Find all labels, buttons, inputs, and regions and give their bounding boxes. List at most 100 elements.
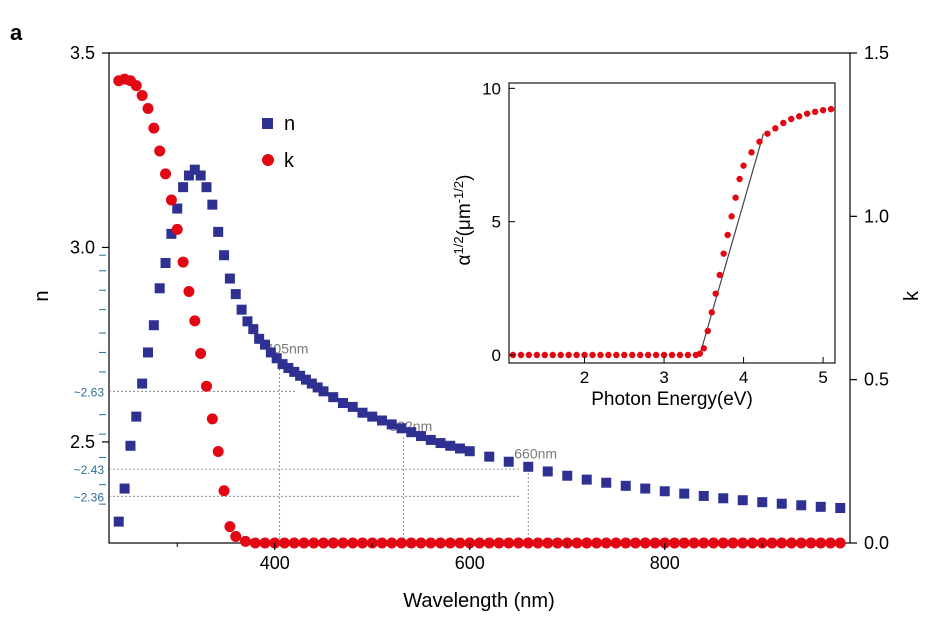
n-point-46: [425, 434, 436, 445]
inset-point-5: [549, 351, 556, 359]
k-point-21: [240, 535, 251, 547]
n-point-58: [620, 480, 631, 491]
k-point-73: [747, 537, 758, 549]
inset-point-39: [772, 125, 779, 132]
inset-point-30: [720, 250, 727, 257]
inset-point-6: [557, 351, 564, 359]
inset-linear-fit: [699, 133, 765, 356]
k-point-59: [610, 537, 622, 549]
inset-point-45: [819, 107, 827, 114]
y2-tick-label-3: 1.5: [864, 43, 889, 63]
k-point-13: [189, 315, 201, 327]
y2-tick-label-2: 1.0: [864, 206, 889, 226]
n-point-1: [119, 483, 130, 494]
inset-point-9: [581, 351, 588, 359]
k-point-69: [708, 537, 719, 549]
inset-x-tick-label-0: 2: [580, 368, 589, 387]
k-point-41: [435, 537, 446, 549]
inset-point-29: [716, 271, 723, 279]
n-point-5: [143, 347, 153, 358]
n-point-54: [542, 466, 553, 477]
y2-tick-label-1: 0.5: [864, 370, 889, 390]
inset-point-11: [597, 351, 604, 359]
inset-point-41: [788, 115, 795, 123]
k-point-61: [630, 537, 641, 549]
inset-point-1: [517, 351, 525, 359]
series-n: [113, 164, 846, 527]
inset-point-12: [605, 351, 612, 359]
x-tick-label-2: 800: [650, 553, 680, 573]
inset-plot-area: [508, 82, 836, 364]
k-point-12: [183, 285, 195, 297]
y-tick-label-0: 2.5: [70, 432, 95, 452]
inset-point-42: [796, 113, 803, 120]
k-point-14: [195, 348, 207, 360]
n-point-64: [737, 495, 748, 506]
k-point-70: [717, 537, 729, 549]
n-point-11: [178, 182, 189, 193]
k-point-58: [600, 537, 612, 549]
k-point-57: [591, 537, 602, 549]
inset-point-43: [803, 110, 811, 117]
k-point-42: [444, 537, 456, 549]
k-point-15: [201, 380, 212, 392]
k-point-62: [639, 537, 651, 549]
k-point-71: [727, 537, 739, 549]
n-point-14: [195, 170, 206, 181]
n-point-27: [271, 353, 282, 364]
inset-point-26: [704, 327, 711, 335]
inset-background: [509, 83, 835, 363]
k-point-40: [425, 537, 437, 549]
legend-k-label: k: [284, 150, 295, 172]
inset-point-24: [696, 350, 704, 357]
k-point-63: [649, 537, 661, 549]
k-point-45: [474, 537, 485, 549]
k-point-32: [347, 537, 359, 549]
n-point-43: [396, 423, 407, 434]
k-point-50: [522, 537, 534, 549]
inset-plot: 2 3 4 5 0 5 10 Photon Energy(eV) α1/2(μm-1/2): [451, 79, 836, 410]
inset-point-19: [660, 351, 668, 359]
y-axis-label-n: n: [31, 290, 53, 301]
n-point-47: [435, 438, 446, 449]
inset-y-axis-label: α1/2(μm-1/2): [451, 175, 476, 266]
inset-x-tick-label-2: 4: [739, 368, 748, 387]
inset-point-27: [708, 309, 715, 316]
k-point-39: [415, 537, 427, 549]
k-point-81: [825, 537, 836, 549]
legend-k-marker: [262, 154, 274, 166]
n-point-21: [236, 304, 247, 315]
k-point-47: [493, 537, 505, 549]
k-point-76: [776, 537, 788, 549]
k-point-27: [298, 537, 310, 549]
x-tick-label-1: 600: [455, 553, 485, 573]
n-point-34: [312, 382, 323, 393]
inset-x-tick-label-1: 3: [659, 368, 668, 387]
n-point-41: [377, 415, 387, 426]
panel-label: a: [10, 20, 23, 45]
inset-y-tick-label-1: 5: [492, 213, 501, 232]
n-point-23: [248, 324, 259, 335]
n-point-13: [189, 164, 200, 175]
k-point-10: [171, 223, 183, 235]
inset-point-37: [756, 138, 763, 145]
k-point-8: [160, 168, 172, 180]
n-point-36: [328, 392, 339, 403]
k-point-20: [230, 530, 242, 542]
n-point-10: [172, 203, 183, 214]
inset-point-20: [668, 351, 676, 359]
n-point-18: [219, 250, 230, 261]
n-point-2: [125, 440, 136, 451]
inset-point-4: [541, 351, 548, 359]
k-point-66: [678, 537, 690, 549]
k-point-43: [454, 537, 466, 549]
k-point-19: [224, 521, 236, 533]
inset-point-38: [764, 130, 771, 137]
n-point-61: [679, 488, 690, 499]
k-point-29: [318, 537, 329, 549]
k-point-55: [571, 537, 583, 549]
n-point-38: [347, 401, 358, 412]
k-point-18: [218, 485, 230, 497]
n-point-42: [386, 419, 397, 430]
n-point-33: [306, 378, 317, 389]
